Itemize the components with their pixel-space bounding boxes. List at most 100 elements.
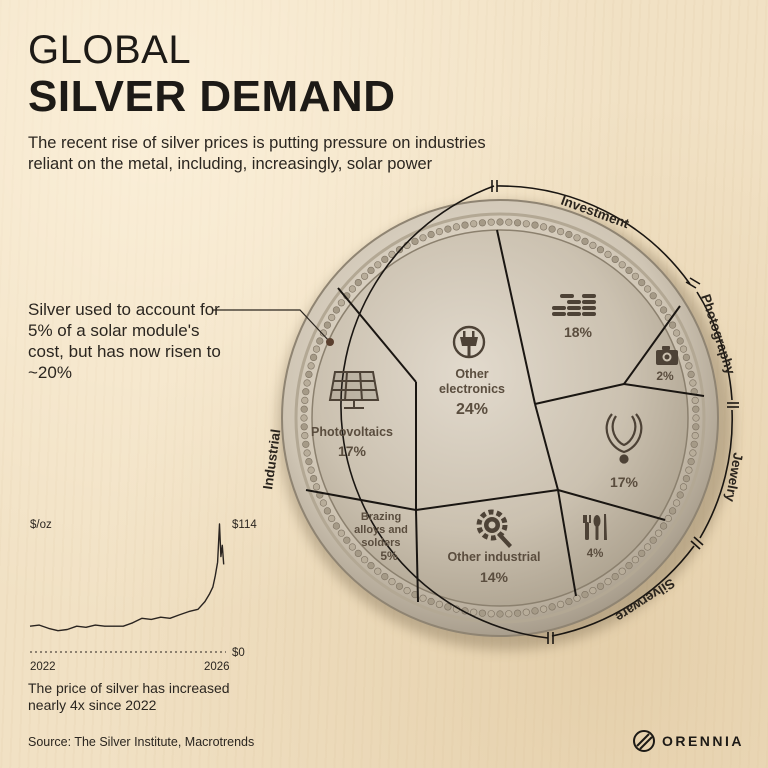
coin-bead	[638, 279, 646, 287]
coin-bead	[403, 586, 411, 595]
annotation-leader	[212, 309, 334, 346]
price-series-line	[29, 523, 225, 632]
orennia-logo-icon	[632, 730, 655, 752]
coin-bead	[676, 337, 684, 345]
coin-bead	[381, 255, 389, 264]
coin-bead	[672, 329, 681, 337]
orennia-logo-text: ORENNIA	[661, 733, 744, 749]
coin-bead	[679, 345, 688, 353]
coin-bead	[618, 261, 626, 269]
coin-bead	[676, 491, 684, 499]
coin-bead	[505, 218, 513, 226]
coin-bead	[419, 594, 427, 602]
coin-bead	[596, 582, 605, 590]
price-y-label: $/oz	[30, 519, 52, 531]
coin-bead	[305, 370, 313, 379]
label-brazing-1: Brazing	[361, 511, 401, 523]
coin-bead	[692, 405, 700, 413]
orennia-logo[interactable]: ORENNIA	[632, 729, 744, 753]
price-tick-2022: 2022	[30, 661, 56, 673]
coin-bead	[328, 313, 336, 322]
segment-line-industrial-top	[415, 489, 559, 511]
coin-bead	[589, 586, 597, 595]
coin-bead	[654, 299, 663, 307]
price-tick-max: $114	[232, 519, 257, 531]
coin-bead	[395, 582, 404, 590]
coin-bead	[435, 228, 444, 236]
pct-other-industrial: 14%	[480, 569, 509, 585]
coin-bead	[303, 379, 311, 387]
coin-bead	[337, 529, 346, 537]
coin-bead	[531, 221, 539, 229]
solar-panel-icon	[328, 371, 380, 409]
label-other-electronics-2: electronics	[439, 382, 505, 396]
subtitle: The recent rise of silver prices is putt…	[28, 134, 486, 173]
coin-bead	[672, 499, 681, 507]
coin-bead	[301, 396, 309, 405]
arc-photography	[696, 291, 733, 401]
price-tick-zero: $0	[232, 647, 245, 659]
pct-jewelry: 17%	[610, 474, 639, 490]
coin-bead	[604, 250, 612, 258]
coin-bead	[361, 272, 369, 280]
coin-bead	[625, 561, 633, 570]
title-line-2: SILVER DEMAND	[28, 72, 396, 121]
coin-bead	[300, 405, 308, 413]
label-other-electronics-1: Other	[455, 367, 488, 381]
segment-line-photography-bottom	[623, 383, 705, 397]
coin-bead	[573, 594, 581, 602]
coin-bead	[427, 230, 435, 239]
coin-bead	[539, 223, 548, 231]
coin-bead	[487, 218, 495, 226]
coin-bead	[332, 522, 341, 530]
segment-line-investment-left	[496, 229, 536, 405]
coin-bead	[659, 306, 668, 314]
coin-bead	[319, 329, 328, 337]
arc-silverware	[551, 545, 695, 637]
pct-other-electronics: 24%	[456, 401, 488, 418]
coin-bead	[444, 225, 452, 233]
coin-bead	[539, 605, 548, 613]
coin-bead	[573, 234, 581, 242]
segment-lines	[305, 229, 705, 603]
coin-bead	[691, 432, 699, 440]
coin-bead	[631, 556, 640, 564]
solar-cost-annotation: Silver used to account for 5% of a solar…	[28, 300, 221, 382]
coin-bead	[505, 610, 513, 618]
coin-bead	[654, 529, 663, 537]
label-photovoltaics: Photovoltaics	[311, 425, 393, 439]
coin-bead	[522, 220, 530, 228]
coin-bead	[319, 499, 328, 507]
label-brazing-3: solders	[361, 537, 400, 549]
coin-bead	[668, 321, 677, 329]
coin-bead	[427, 597, 435, 606]
coin-bead	[307, 466, 315, 474]
coin-bead	[682, 475, 691, 483]
coin-bead	[690, 440, 698, 448]
arc-industrial	[340, 185, 549, 639]
coin-bead	[435, 600, 444, 609]
coin-bead	[548, 225, 556, 233]
segment-line-brazing-right	[415, 509, 419, 603]
coin-bead	[367, 561, 375, 570]
coin-bead	[611, 255, 619, 264]
coin-bead	[685, 362, 693, 370]
group-arcs	[340, 185, 733, 639]
coin-bead	[444, 603, 452, 611]
coin-bead	[323, 507, 332, 515]
coin-bead	[419, 234, 427, 242]
segment-line-silverware-left	[557, 489, 577, 597]
coin-bead	[411, 237, 419, 245]
coin-bead	[312, 345, 321, 353]
coin-bead	[452, 223, 461, 231]
coin-bead	[310, 353, 318, 362]
coin-bead	[300, 414, 308, 422]
coin-bead	[565, 230, 573, 239]
arc-jewelry	[699, 409, 733, 539]
coin-bead	[348, 543, 357, 551]
coin-bead	[374, 567, 382, 575]
coin-bead	[496, 610, 504, 618]
coin-bead	[625, 266, 633, 275]
pct-brazing: 5%	[380, 549, 398, 563]
coin-bead	[301, 432, 309, 440]
